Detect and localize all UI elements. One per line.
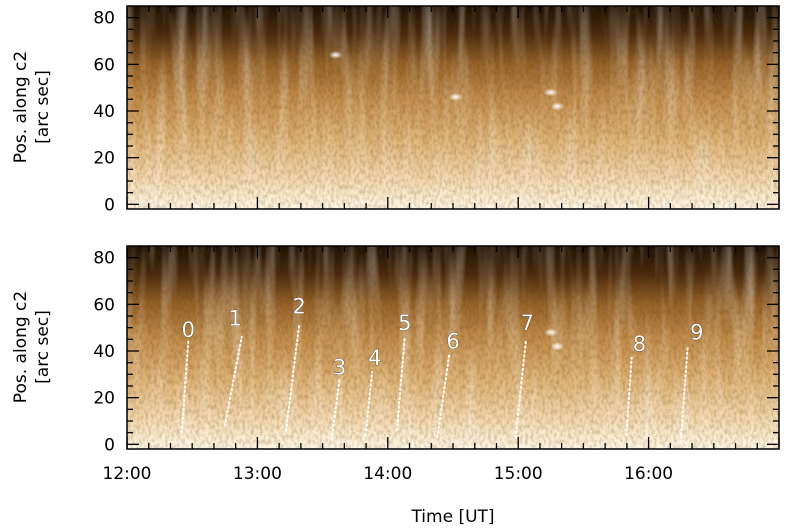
annotation-line-4 [364, 371, 374, 436]
x-tick-label: 15:00 [494, 464, 543, 484]
annotation-label-7: 7 [521, 311, 534, 335]
annotation-line-8 [625, 357, 633, 436]
bottom-bright-spots [543, 328, 565, 351]
y-tick-label: 60 [93, 295, 115, 315]
annotation-label-2: 2 [292, 295, 305, 319]
y-tick-label: 40 [93, 342, 115, 362]
annotation-label-4: 4 [368, 346, 381, 370]
x-axis-title: Time [UT] [410, 507, 494, 527]
bottom-heatmap-grain [127, 246, 779, 449]
annotation-line-6 [436, 354, 451, 439]
annotation-line-7 [514, 338, 528, 439]
top-x-ticks [126, 6, 780, 209]
x-tick-label: 13:00 [233, 464, 282, 484]
y-tick-label: 0 [104, 195, 115, 215]
bottom-annotation-labels: 0 1 2 3 45 6 7 8 9 [181, 294, 704, 379]
bottom-panel: 0 1 2 3 45 6 7 8 9 0 20 40 60 80 12:00 13:00 14:00 15:0… [11, 245, 780, 527]
annotation-line-9 [680, 345, 689, 436]
top-heatmap-grain [127, 6, 779, 209]
annotation-line-1 [223, 336, 243, 427]
bottom-x-ticks: 12:00 13:00 14:00 15:00 16:00 [103, 246, 780, 484]
bottom-ylabel-line2: [arc sec] [33, 310, 53, 384]
annotation-line-2 [285, 324, 301, 432]
y-tick-label: 80 [93, 249, 115, 269]
bright-spot [550, 102, 565, 111]
annotation-line-3 [330, 378, 341, 441]
top-ylabel-line2: [arc sec] [33, 70, 53, 144]
top-panel: 0 20 40 60 80 Pos. along c2 [arc sec] [11, 5, 780, 215]
y-tick-label: 60 [93, 55, 115, 75]
top-bright-spots [328, 51, 565, 111]
bright-spot [550, 342, 565, 351]
bright-spot [543, 328, 558, 337]
bottom-annotation-lines [180, 324, 689, 441]
annotation-label-9: 9 [690, 320, 703, 344]
y-tick-label: 40 [93, 102, 115, 122]
annotation-label-3: 3 [333, 355, 346, 379]
bright-spot [543, 88, 558, 97]
bright-spot [328, 51, 343, 59]
y-tick-label: 80 [93, 9, 115, 29]
x-tick-label: 12:00 [103, 464, 152, 484]
annotation-line-5 [395, 336, 406, 432]
bottom-ylabel-line1: Pos. along c2 [11, 291, 31, 403]
x-tick-label: 16:00 [624, 464, 673, 484]
annotation-label-5: 5 [398, 311, 411, 335]
annotation-label-6: 6 [446, 330, 459, 354]
top-y-ticks: 0 20 40 60 80 [93, 9, 779, 215]
top-ylabel-line1: Pos. along c2 [11, 51, 31, 163]
annotation-label-1: 1 [229, 306, 242, 330]
annotation-line-0 [180, 340, 190, 434]
y-tick-label: 20 [93, 149, 115, 169]
y-tick-label: 0 [104, 435, 115, 455]
annotation-label-8: 8 [633, 332, 646, 356]
annotation-label-0: 0 [182, 318, 195, 342]
x-tick-label: 14:00 [363, 464, 412, 484]
y-tick-label: 20 [93, 389, 115, 409]
bright-spot [448, 93, 463, 101]
